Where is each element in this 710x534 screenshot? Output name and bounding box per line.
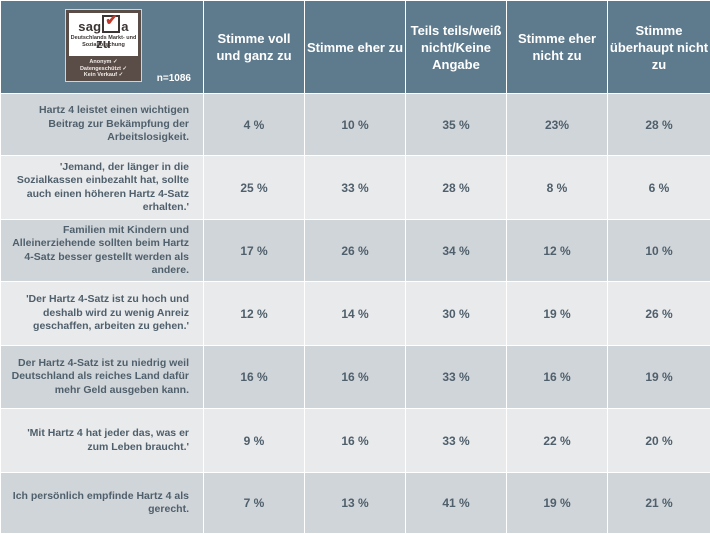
value-cell: 28 %: [608, 94, 710, 156]
logo-subtitle: Deutschlands Markt- und Sozialforschung: [69, 35, 138, 49]
value-cell: 20 %: [608, 409, 710, 473]
table-row: 'Mit Hartz 4 hat jeder das, was er zum L…: [1, 409, 710, 473]
value-cell: 33 %: [406, 346, 507, 409]
value-cell: 16 %: [305, 346, 406, 409]
value-cell: 41 %: [406, 473, 507, 534]
value-cell: 10 %: [608, 220, 710, 282]
value-cell: 33 %: [406, 409, 507, 473]
value-cell: 35 %: [406, 94, 507, 156]
statement-cell: Der Hartz 4-Satz ist zu niedrig weil Deu…: [1, 346, 204, 409]
value-cell: 9 %: [204, 409, 305, 473]
statement-cell: Familien mit Kindern und Alleinerziehend…: [1, 220, 204, 282]
column-header: Stimme überhaupt nicht zu: [608, 1, 710, 94]
sagazu-logo: saga zu Deutschlands Markt- und Sozialfo…: [65, 9, 142, 82]
value-cell: 4 %: [204, 94, 305, 156]
value-cell: 19 %: [507, 473, 608, 534]
table-row: Der Hartz 4-Satz ist zu niedrig weil Deu…: [1, 346, 710, 409]
column-header: Stimme eher zu: [305, 1, 406, 94]
check-icon: [102, 15, 120, 33]
statement-cell: Hartz 4 leistet einen wichtigen Beitrag …: [1, 94, 204, 156]
logo-badges: Anonym ✓ Datengeschützt ✓ Kein Verkauf ✓: [70, 59, 137, 79]
value-cell: 12 %: [507, 220, 608, 282]
statement-cell: Ich persönlich empfinde Hartz 4 als gere…: [1, 473, 204, 534]
value-cell: 33 %: [305, 156, 406, 220]
value-cell: 6 %: [608, 156, 710, 220]
table-row: 'Der Hartz 4-Satz ist zu hoch und deshal…: [1, 282, 710, 346]
value-cell: 14 %: [305, 282, 406, 346]
value-cell: 21 %: [608, 473, 710, 534]
table-row: Hartz 4 leistet einen wichtigen Beitrag …: [1, 94, 710, 156]
value-cell: 12 %: [204, 282, 305, 346]
value-cell: 34 %: [406, 220, 507, 282]
header-corner: saga zu Deutschlands Markt- und Sozialfo…: [1, 1, 204, 94]
value-cell: 16 %: [204, 346, 305, 409]
value-cell: 26 %: [608, 282, 710, 346]
table-row: 'Jemand, der länger in die Sozialkassen …: [1, 156, 710, 220]
value-cell: 25 %: [204, 156, 305, 220]
column-header: Stimme voll und ganz zu: [204, 1, 305, 94]
value-cell: 10 %: [305, 94, 406, 156]
value-cell: 7 %: [204, 473, 305, 534]
header-row: saga zu Deutschlands Markt- und Sozialfo…: [1, 1, 710, 94]
value-cell: 19 %: [507, 282, 608, 346]
column-header: Teils teils/weiß nicht/Keine Angabe: [406, 1, 507, 94]
value-cell: 22 %: [507, 409, 608, 473]
value-cell: 16 %: [305, 409, 406, 473]
value-cell: 16 %: [507, 346, 608, 409]
statement-cell: 'Jemand, der länger in die Sozialkassen …: [1, 156, 204, 220]
value-cell: 8 %: [507, 156, 608, 220]
value-cell: 19 %: [608, 346, 710, 409]
column-header: Stimme eher nicht zu: [507, 1, 608, 94]
table-row: Ich persönlich empfinde Hartz 4 als gere…: [1, 473, 710, 534]
statement-cell: 'Der Hartz 4-Satz ist zu hoch und deshal…: [1, 282, 204, 346]
value-cell: 13 %: [305, 473, 406, 534]
value-cell: 23%: [507, 94, 608, 156]
value-cell: 17 %: [204, 220, 305, 282]
table-row: Familien mit Kindern und Alleinerziehend…: [1, 220, 710, 282]
value-cell: 30 %: [406, 282, 507, 346]
value-cell: 26 %: [305, 220, 406, 282]
statement-cell: 'Mit Hartz 4 hat jeder das, was er zum L…: [1, 409, 204, 473]
sample-size-label: n=1086: [157, 70, 191, 87]
value-cell: 28 %: [406, 156, 507, 220]
